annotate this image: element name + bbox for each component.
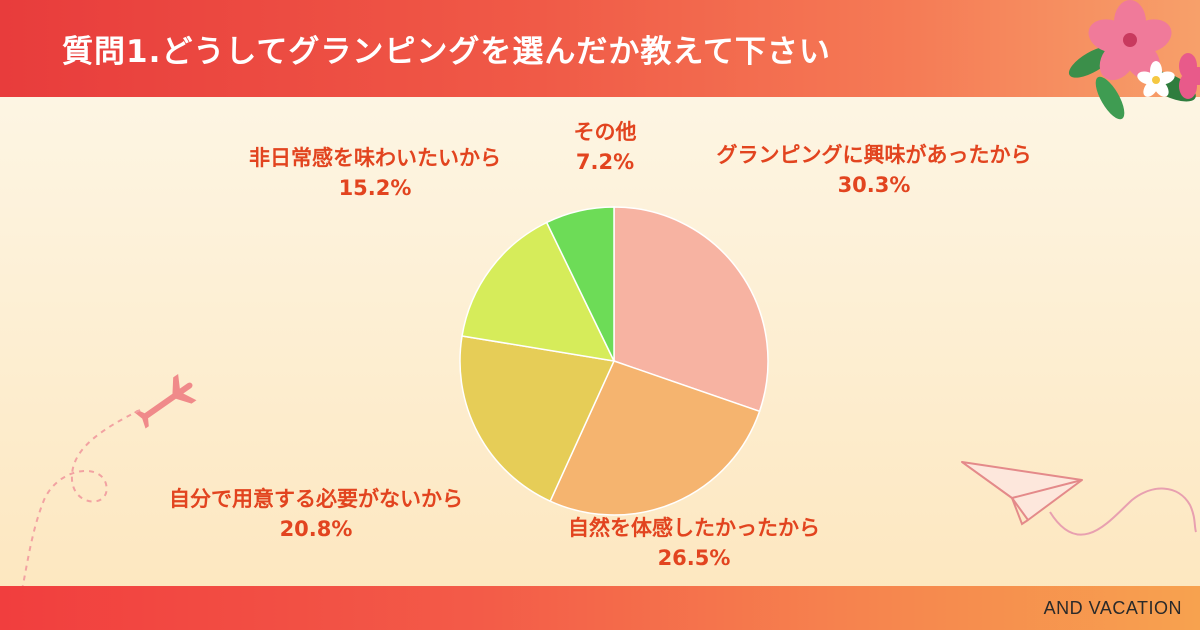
pie-slice-2 xyxy=(459,335,616,503)
label-slice-3-value: 15.2% xyxy=(338,176,412,200)
page-title: 質問1.どうしてグランピングを選んだか教えて下さい xyxy=(62,34,831,70)
brand-label: AND VACATION xyxy=(1043,598,1182,618)
label-slice-3-name: 非日常感を味わいたいから xyxy=(249,146,501,170)
label-slice-4-value: 7.2% xyxy=(575,150,635,174)
label-slice-0-value: 30.3% xyxy=(837,173,911,197)
header-bar: 質問1.どうしてグランピングを選んだか教えて下さい xyxy=(0,0,1200,97)
label-slice-3: 非日常感を味わいたいから 15.2% xyxy=(249,143,501,203)
label-slice-2-name: 自分で用意する必要がないから xyxy=(169,487,463,511)
label-slice-4-name: その他 xyxy=(573,120,637,144)
pie-slice-1 xyxy=(549,360,761,516)
label-slice-1-name: 自然を体感したかったから xyxy=(568,516,820,540)
label-slice-0-name: グランピングに興味があったから xyxy=(716,143,1032,167)
label-slice-4: その他 7.2% xyxy=(574,117,637,177)
hibiscus-flower-icon xyxy=(1068,0,1200,120)
pie-slice-4 xyxy=(545,206,615,362)
pie-slice-0 xyxy=(613,206,769,413)
label-slice-2-value: 20.8% xyxy=(279,517,353,541)
pie-slice-3 xyxy=(461,221,616,362)
label-slice-0: グランピングに興味があったから 30.3% xyxy=(717,140,1032,200)
footer-bar xyxy=(0,586,1200,630)
label-slice-2: 自分で用意する必要がないから 20.8% xyxy=(169,484,463,544)
label-slice-1: 自然を体感したかったから 26.5% xyxy=(568,513,820,573)
label-slice-1-value: 26.5% xyxy=(657,546,731,570)
